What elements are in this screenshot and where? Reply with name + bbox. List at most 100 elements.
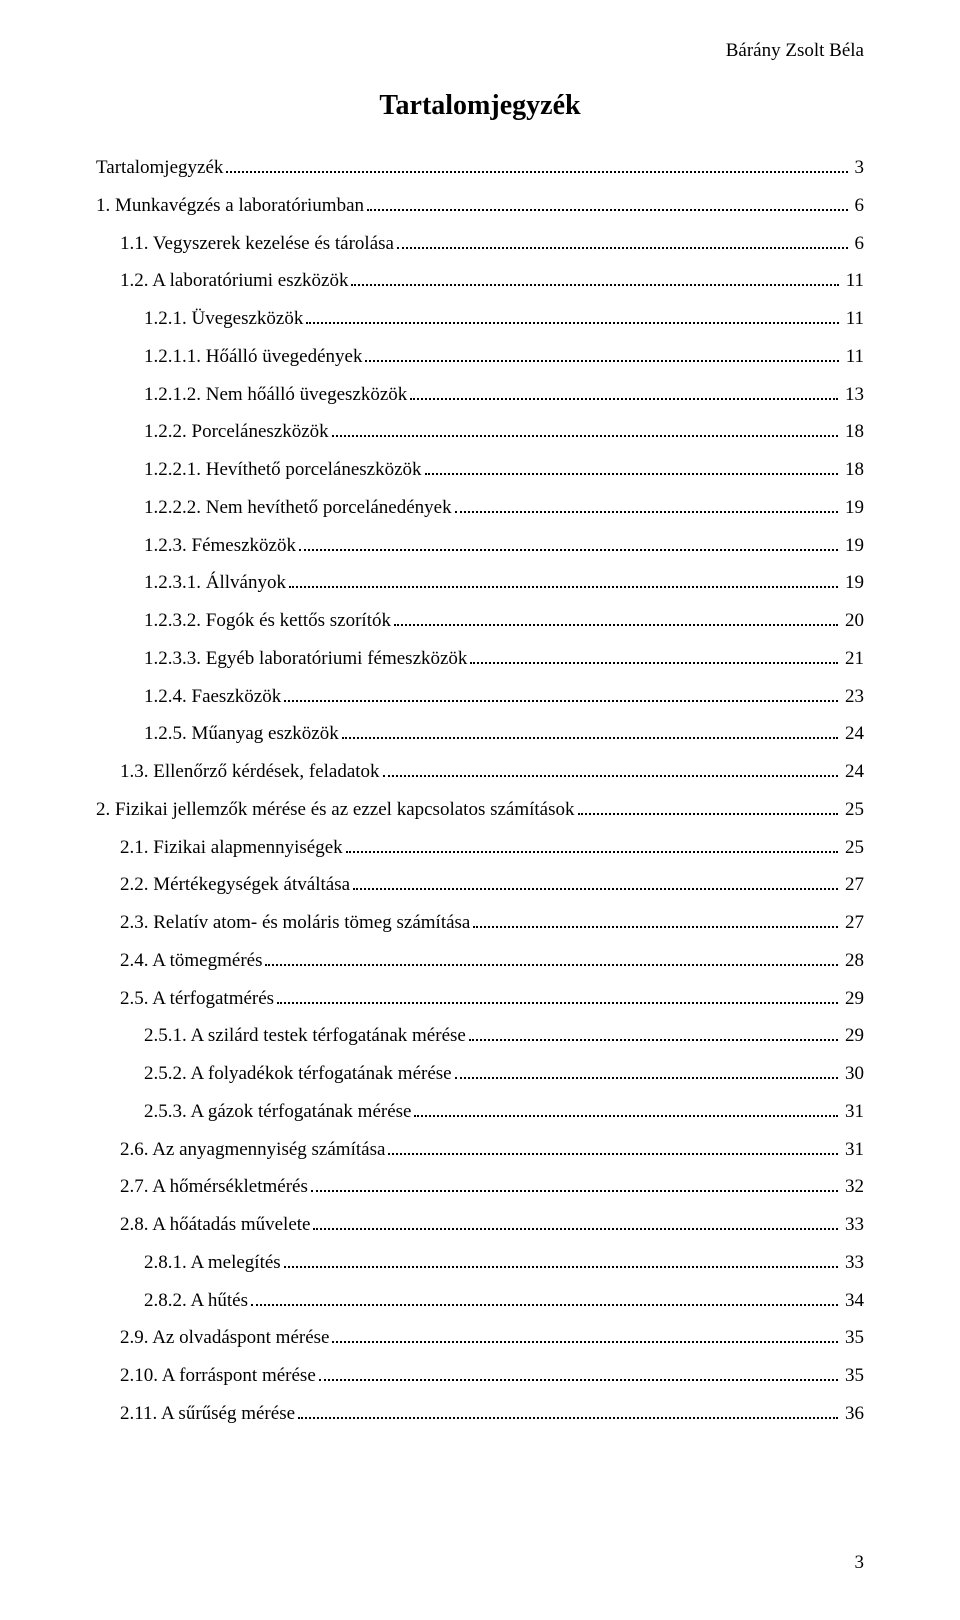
toc-entry: 2.8.1. A melegítés 33 bbox=[96, 1251, 864, 1275]
toc-entry-label: 1.2.1.1. Hőálló üvegedények bbox=[144, 345, 362, 369]
toc-entry: 1.2. A laboratóriumi eszközök 11 bbox=[96, 269, 864, 293]
toc-entry-page: 18 bbox=[841, 458, 864, 482]
toc-leader-dots bbox=[306, 308, 838, 324]
toc-entry: 2.1. Fizikai alapmennyiségek 25 bbox=[96, 836, 864, 860]
toc-leader-dots bbox=[346, 836, 838, 852]
toc-entry-label: 2.3. Relatív atom- és moláris tömeg szám… bbox=[120, 911, 470, 935]
toc-entry-page: 32 bbox=[841, 1175, 864, 1199]
toc-entry-label: 2.9. Az olvadáspont mérése bbox=[120, 1326, 329, 1350]
toc-entry: 1.1. Vegyszerek kezelése és tárolása 6 bbox=[96, 232, 864, 256]
toc-entry-label: 1.2.1. Üvegeszközök bbox=[144, 307, 303, 331]
toc-entry-page: 35 bbox=[841, 1326, 864, 1350]
toc-entry: 2.5. A térfogatmérés 29 bbox=[96, 987, 864, 1011]
toc-entry-label: 1.2.2.1. Hevíthető porceláneszközök bbox=[144, 458, 422, 482]
toc-entry-page: 29 bbox=[841, 1024, 864, 1048]
toc-entry: 2.5.2. A folyadékok térfogatának mérése … bbox=[96, 1062, 864, 1086]
toc-entry-label: 1.1. Vegyszerek kezelése és tárolása bbox=[120, 232, 394, 256]
document-page: Bárány Zsolt Béla Tartalomjegyzék Tartal… bbox=[0, 0, 960, 1620]
toc-entry: 1.2.5. Műanyag eszközök 24 bbox=[96, 722, 864, 746]
toc-leader-dots bbox=[311, 1176, 838, 1192]
toc-entry-page: 6 bbox=[851, 194, 865, 218]
toc-leader-dots bbox=[289, 572, 838, 588]
toc-leader-dots bbox=[410, 383, 838, 399]
toc-leader-dots bbox=[367, 195, 847, 211]
toc-leader-dots bbox=[277, 987, 838, 1003]
toc-leader-dots bbox=[226, 157, 847, 173]
toc-entry: 2.8.2. A hűtés 34 bbox=[96, 1289, 864, 1313]
toc-entry-label: 2.6. Az anyagmennyiség számítása bbox=[120, 1138, 385, 1162]
toc-entry-label: 2.8.2. A hűtés bbox=[144, 1289, 248, 1313]
toc-entry: 1.2.3. Fémeszközök 19 bbox=[96, 534, 864, 558]
toc-entry-label: 2.11. A sűrűség mérése bbox=[120, 1402, 295, 1426]
toc-entry-page: 36 bbox=[841, 1402, 864, 1426]
toc-leader-dots bbox=[299, 534, 838, 550]
toc-entry: 1.2.4. Faeszközök 23 bbox=[96, 685, 864, 709]
toc-entry-label: 1.2.1.2. Nem hőálló üvegeszközök bbox=[144, 383, 407, 407]
toc-entry-label: 1.2.2.2. Nem hevíthető porcelánedények bbox=[144, 496, 452, 520]
toc-entry: 1.3. Ellenőrző kérdések, feladatok 24 bbox=[96, 760, 864, 784]
toc-entry-page: 20 bbox=[841, 609, 864, 633]
toc-entry-label: 1. Munkavégzés a laboratóriumban bbox=[96, 194, 364, 218]
toc-entry-label: 1.2. A laboratóriumi eszközök bbox=[120, 269, 348, 293]
toc-entry-label: 1.2.4. Faeszközök bbox=[144, 685, 281, 709]
toc-leader-dots bbox=[251, 1289, 838, 1305]
toc-entry-label: 2.5. A térfogatmérés bbox=[120, 987, 274, 1011]
toc-leader-dots bbox=[394, 610, 838, 626]
toc-entry-page: 19 bbox=[841, 571, 864, 595]
toc-entry-page: 19 bbox=[841, 496, 864, 520]
toc-leader-dots bbox=[284, 685, 838, 701]
toc-entry-label: 1.2.5. Műanyag eszközök bbox=[144, 722, 339, 746]
toc-leader-dots bbox=[298, 1403, 838, 1419]
toc-leader-dots bbox=[578, 799, 838, 815]
toc-entry: 1.2.1.2. Nem hőálló üvegeszközök 13 bbox=[96, 383, 864, 407]
toc-entry: 2.5.1. A szilárd testek térfogatának mér… bbox=[96, 1024, 864, 1048]
toc-entry-label: 2.4. A tömegmérés bbox=[120, 949, 262, 973]
page-title: Tartalomjegyzék bbox=[96, 90, 864, 122]
toc-entry-label: Tartalomjegyzék bbox=[96, 156, 223, 180]
toc-leader-dots bbox=[365, 346, 838, 362]
toc-entry-page: 27 bbox=[841, 911, 864, 935]
toc-entry: 1.2.2.2. Nem hevíthető porcelánedények 1… bbox=[96, 496, 864, 520]
toc-entry-page: 30 bbox=[841, 1062, 864, 1086]
toc-entry-page: 19 bbox=[841, 534, 864, 558]
toc-leader-dots bbox=[455, 1063, 838, 1079]
author-name: Bárány Zsolt Béla bbox=[96, 40, 864, 62]
toc-leader-dots bbox=[455, 497, 838, 513]
toc-entry-page: 28 bbox=[841, 949, 864, 973]
toc-entry-page: 11 bbox=[842, 269, 864, 293]
toc-leader-dots bbox=[313, 1214, 838, 1230]
toc-entry-label: 2. Fizikai jellemzők mérése és az ezzel … bbox=[96, 798, 575, 822]
toc-entry: 1.2.2. Porceláneszközök 18 bbox=[96, 420, 864, 444]
toc-leader-dots bbox=[388, 1138, 838, 1154]
toc-entry-page: 6 bbox=[851, 232, 865, 256]
toc-entry-page: 24 bbox=[841, 722, 864, 746]
toc-entry: 1.2.3.1. Állványok 19 bbox=[96, 571, 864, 595]
toc-entry: 2. Fizikai jellemzők mérése és az ezzel … bbox=[96, 798, 864, 822]
toc-entry-label: 1.2.3.2. Fogók és kettős szorítók bbox=[144, 609, 391, 633]
toc-leader-dots bbox=[425, 459, 838, 475]
toc-entry-page: 24 bbox=[841, 760, 864, 784]
toc-entry-page: 3 bbox=[851, 156, 865, 180]
toc-entry-label: 1.2.3.1. Állványok bbox=[144, 571, 286, 595]
toc-leader-dots bbox=[414, 1101, 838, 1117]
toc-entry-page: 18 bbox=[841, 420, 864, 444]
toc-leader-dots bbox=[265, 950, 838, 966]
toc-entry: 1.2.1.1. Hőálló üvegedények 11 bbox=[96, 345, 864, 369]
toc-entry: 2.5.3. A gázok térfogatának mérése 31 bbox=[96, 1100, 864, 1124]
toc-leader-dots bbox=[332, 421, 838, 437]
toc-entry-label: 2.10. A forráspont mérése bbox=[120, 1364, 316, 1388]
toc-leader-dots bbox=[342, 723, 838, 739]
toc-entry-page: 25 bbox=[841, 836, 864, 860]
table-of-contents: Tartalomjegyzék 3 1. Munkavégzés a labora… bbox=[96, 156, 864, 1426]
toc-leader-dots bbox=[397, 232, 848, 248]
toc-entry-page: 11 bbox=[842, 307, 864, 331]
toc-entry-label: 2.5.3. A gázok térfogatának mérése bbox=[144, 1100, 411, 1124]
toc-leader-dots bbox=[284, 1252, 838, 1268]
toc-entry-page: 25 bbox=[841, 798, 864, 822]
toc-entry: 2.2. Mértékegységek átváltása 27 bbox=[96, 873, 864, 897]
toc-entry: 2.11. A sűrűség mérése 36 bbox=[96, 1402, 864, 1426]
toc-entry-page: 31 bbox=[841, 1100, 864, 1124]
toc-entry-label: 2.8.1. A melegítés bbox=[144, 1251, 281, 1275]
toc-leader-dots bbox=[351, 270, 838, 286]
toc-entry-page: 21 bbox=[841, 647, 864, 671]
